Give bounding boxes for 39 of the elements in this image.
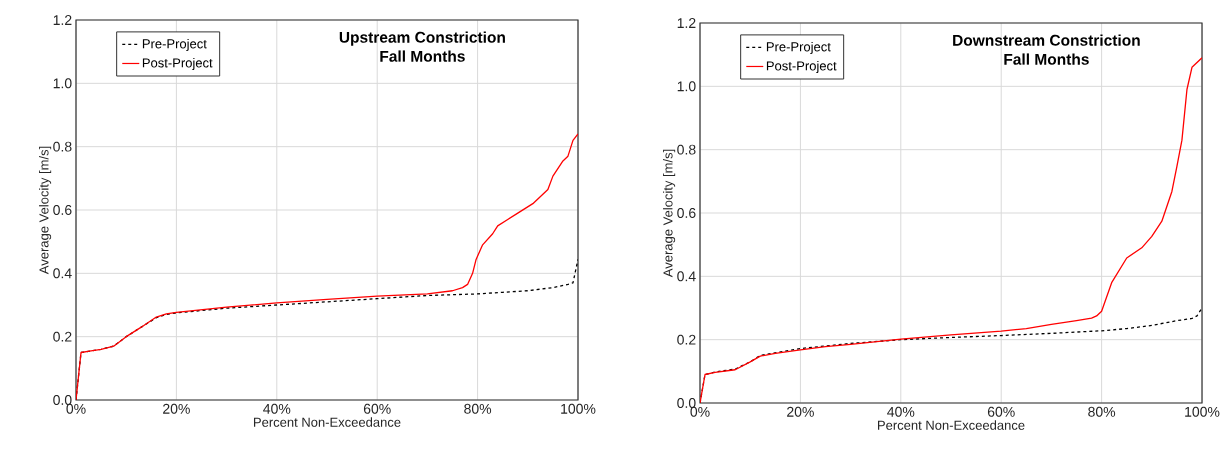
x-tick-label: 40% [263, 403, 291, 414]
legend-label: Pre-Project [766, 41, 831, 55]
x-tick-label: 60% [987, 406, 1015, 417]
y-tick-label: 0.8 [677, 144, 696, 155]
text: Fall Months [1004, 53, 1089, 65]
x-tick-label: 20% [163, 403, 190, 414]
y-axis-title: Average Velocity [m/s] [39, 146, 52, 275]
y-tick-label: 0.2 [53, 331, 72, 342]
y-tick-label: 1.0 [677, 81, 696, 92]
legend-label: Post-Project [142, 57, 213, 71]
y-tick-label: 0.6 [53, 205, 72, 215]
y-tick-label: 0.4 [53, 268, 72, 279]
legend-label: Post-Project [766, 60, 837, 74]
y-tick-label: 0.4 [677, 271, 696, 282]
x-tick-label: 80% [1088, 406, 1116, 417]
line-series [76, 133, 578, 400]
x-tick-label: 40% [887, 406, 915, 417]
x-tick-label: 0% [690, 406, 710, 417]
y-tick-label: 0.8 [53, 141, 72, 152]
text: Fall Months [380, 50, 465, 62]
y-tick-label: 0.2 [677, 334, 696, 345]
y-tick-label: 0.6 [677, 208, 696, 218]
text: Downstream Constriction [953, 34, 1140, 46]
y-axis-title: Average Velocity [m/s] [663, 149, 676, 278]
x-tick-label: 60% [363, 403, 391, 414]
y-tick-label: 1.2 [677, 18, 696, 28]
legend-label: Pre-Project [142, 38, 207, 52]
y-tick-label: 0.0 [677, 398, 696, 408]
y-tick-label: 1.0 [53, 78, 72, 89]
x-tick-label: 100% [1185, 406, 1220, 417]
x-axis-title: Percent Non-Exceedance [878, 420, 1025, 430]
x-tick-label: 0% [66, 403, 86, 414]
x-tick-label: 80% [464, 403, 492, 414]
text: Upstream Constriction [339, 31, 505, 46]
x-axis-title: Percent Non-Exceedance [253, 417, 401, 427]
x-tick-label: 20% [787, 406, 814, 417]
y-tick-label: 0.0 [53, 395, 72, 405]
x-tick-label: 100% [561, 403, 596, 414]
y-tick-label: 1.2 [53, 15, 72, 25]
